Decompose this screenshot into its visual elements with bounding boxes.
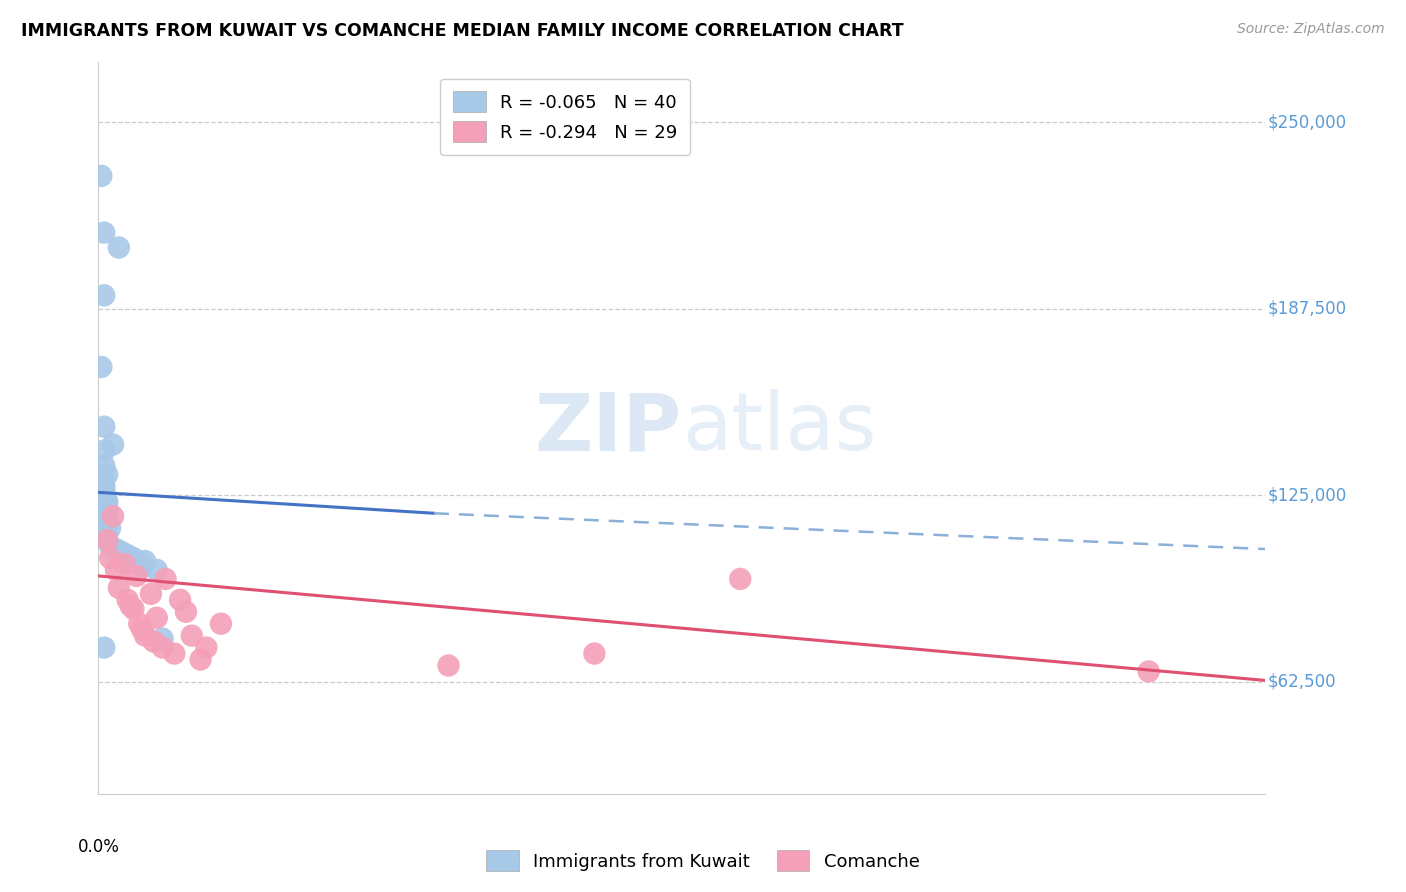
Text: IMMIGRANTS FROM KUWAIT VS COMANCHE MEDIAN FAMILY INCOME CORRELATION CHART: IMMIGRANTS FROM KUWAIT VS COMANCHE MEDIA… <box>21 22 904 40</box>
Point <box>93 512 115 526</box>
Point <box>114 557 136 571</box>
Point <box>111 545 134 559</box>
Point <box>1137 665 1160 679</box>
Point <box>728 572 751 586</box>
Point <box>93 288 115 302</box>
Point <box>152 632 174 646</box>
Point <box>139 587 162 601</box>
Text: ZIP: ZIP <box>534 389 682 467</box>
Point <box>90 476 112 491</box>
Point <box>93 515 115 529</box>
Point <box>101 509 124 524</box>
Point <box>93 509 115 524</box>
Point <box>93 458 115 473</box>
Point <box>96 467 118 482</box>
Point <box>96 497 118 511</box>
Point <box>209 616 232 631</box>
Point <box>128 616 150 631</box>
Point <box>93 518 115 533</box>
Point <box>93 419 115 434</box>
Point <box>146 563 169 577</box>
Point <box>174 605 197 619</box>
Text: 0.0%: 0.0% <box>77 838 120 855</box>
Legend: Immigrants from Kuwait, Comanche: Immigrants from Kuwait, Comanche <box>479 843 927 879</box>
Point <box>96 533 118 548</box>
Point <box>98 551 121 566</box>
Point <box>117 592 139 607</box>
Point <box>134 629 156 643</box>
Text: $62,500: $62,500 <box>1268 673 1336 691</box>
Point <box>96 494 118 508</box>
Text: atlas: atlas <box>682 389 876 467</box>
Point <box>190 652 212 666</box>
Point <box>96 527 118 541</box>
Point <box>96 533 118 548</box>
Point <box>90 169 112 183</box>
Text: $125,000: $125,000 <box>1268 486 1347 504</box>
Point <box>169 592 191 607</box>
Point <box>93 485 115 500</box>
Point <box>108 241 131 255</box>
Point <box>152 640 174 655</box>
Point <box>98 521 121 535</box>
Point <box>122 551 145 566</box>
Point <box>93 226 115 240</box>
Point <box>98 539 121 553</box>
Point <box>131 623 153 637</box>
Point <box>134 554 156 568</box>
Point <box>93 491 115 506</box>
Point <box>93 479 115 493</box>
Point <box>131 560 153 574</box>
Point <box>437 658 460 673</box>
Point <box>180 629 202 643</box>
Point <box>93 506 115 520</box>
Point <box>120 599 142 613</box>
Point <box>155 572 177 586</box>
Point <box>96 503 118 517</box>
Text: $187,500: $187,500 <box>1268 300 1347 318</box>
Point <box>142 634 165 648</box>
Point <box>101 437 124 451</box>
Point <box>195 640 218 655</box>
Text: $250,000: $250,000 <box>1268 113 1347 131</box>
Point <box>93 474 115 488</box>
Text: Source: ZipAtlas.com: Source: ZipAtlas.com <box>1237 22 1385 37</box>
Point <box>117 548 139 562</box>
Point <box>122 601 145 615</box>
Point <box>93 488 115 502</box>
Point <box>93 500 115 515</box>
Point <box>93 443 115 458</box>
Point <box>93 483 115 497</box>
Legend: R = -0.065   N = 40, R = -0.294   N = 29: R = -0.065 N = 40, R = -0.294 N = 29 <box>440 78 690 155</box>
Point <box>104 563 127 577</box>
Point <box>128 557 150 571</box>
Point <box>583 647 606 661</box>
Point <box>93 640 115 655</box>
Point <box>163 647 186 661</box>
Point <box>108 581 131 595</box>
Point <box>146 611 169 625</box>
Point <box>90 359 112 374</box>
Point <box>104 542 127 557</box>
Point <box>125 569 148 583</box>
